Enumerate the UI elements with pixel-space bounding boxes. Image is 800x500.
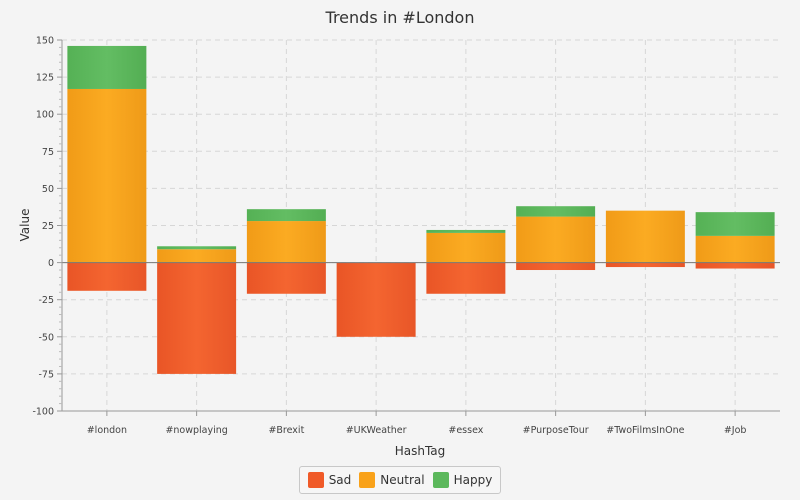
- x-tick-label: #PurposeTour: [523, 425, 589, 436]
- x-axis-label: HashTag: [395, 444, 446, 458]
- bar-neutral: [605, 210, 685, 263]
- bar-happy: [426, 229, 506, 233]
- bar-happy: [157, 246, 237, 250]
- chart-title: Trends in #London: [325, 8, 475, 27]
- y-tick-label: -100: [32, 407, 54, 418]
- bar-neutral: [695, 235, 775, 263]
- legend-item-sad: Sad: [307, 472, 352, 488]
- bar-happy: [246, 209, 326, 222]
- y-tick-label: 0: [48, 258, 54, 269]
- bar-happy: [67, 45, 147, 89]
- x-tick-label: #Brexit: [268, 425, 304, 436]
- y-axis-label: Value: [18, 209, 32, 242]
- y-tick-label: 75: [42, 147, 54, 158]
- legend-label-sad: Sad: [328, 473, 352, 487]
- legend-item-happy: Happy: [432, 472, 493, 488]
- x-tick-label: #UKWeather: [346, 425, 407, 436]
- x-tick-label: #TwoFilmsInOne: [606, 425, 684, 436]
- x-tick-label: #Job: [724, 425, 747, 436]
- bar-neutral: [426, 232, 506, 263]
- bar-sad: [157, 262, 237, 374]
- bar-happy: [695, 212, 775, 236]
- x-tick-label: #essex: [448, 425, 483, 436]
- y-tick-label: 125: [36, 73, 54, 84]
- x-tick-label: #london: [87, 425, 127, 436]
- legend-label-neutral: Neutral: [380, 473, 425, 487]
- bar-sad: [67, 262, 147, 291]
- y-tick-label: -75: [38, 369, 54, 380]
- y-tick-label: 150: [36, 36, 54, 47]
- bar-neutral: [157, 249, 237, 263]
- bars: [67, 45, 775, 374]
- y-tick-label: 50: [42, 184, 54, 195]
- legend-swatch-sad: [307, 472, 324, 488]
- legend-label-happy: Happy: [453, 473, 493, 487]
- y-tick-label: 100: [36, 110, 54, 121]
- legend-swatch-neutral: [359, 472, 376, 488]
- x-tick-label: #nowplaying: [165, 425, 227, 436]
- bar-sad: [695, 262, 775, 269]
- legend: Sad Neutral Happy: [299, 466, 501, 494]
- y-tick-label: 25: [42, 221, 54, 232]
- bar-sad: [336, 262, 416, 337]
- legend-item-neutral: Neutral: [359, 472, 425, 488]
- axes: -100 -75 -50 -25 0 25 50 75 100 125 150 #london #now…: [32, 36, 780, 436]
- y-tick-label: -50: [38, 332, 54, 343]
- bar-sad: [516, 262, 596, 271]
- y-tick-label: -25: [38, 295, 54, 306]
- legend-swatch-happy: [432, 472, 449, 488]
- bar-neutral: [516, 216, 596, 263]
- bar-sad: [605, 262, 685, 268]
- bar-sad: [426, 262, 506, 294]
- bar-neutral: [246, 221, 326, 263]
- bar-sad: [246, 262, 326, 294]
- bar-neutral: [67, 88, 147, 263]
- bar-happy: [516, 206, 596, 217]
